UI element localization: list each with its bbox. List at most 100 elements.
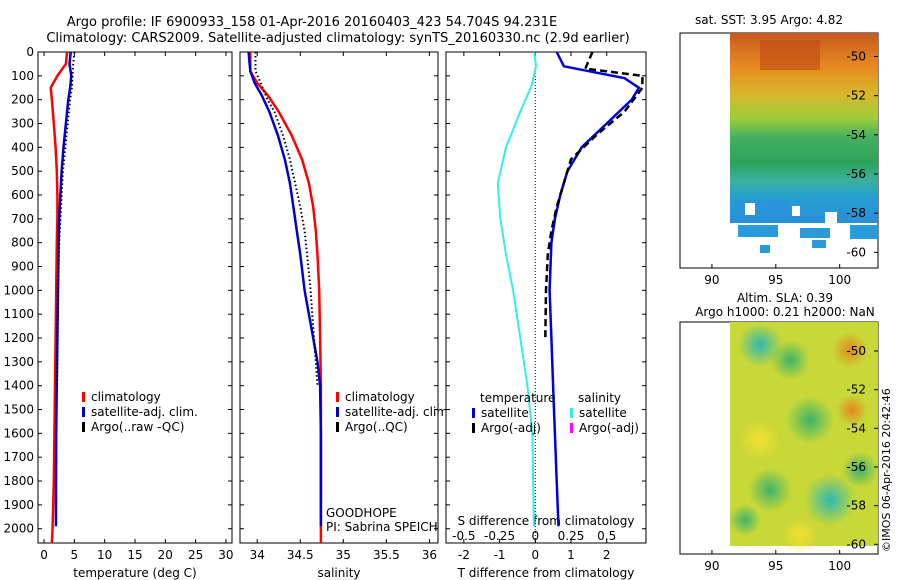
sst-edge-patch	[850, 225, 878, 239]
top-axis-label: S difference from climatology	[458, 514, 635, 528]
x-tick-label: 1	[567, 548, 575, 562]
legend-label: climatology	[345, 390, 415, 404]
legend-group-title: salinity	[578, 391, 621, 405]
legend-swatch	[336, 392, 339, 402]
x-tick-label: 34	[250, 548, 265, 562]
y-tick-label: 200	[11, 93, 34, 107]
legend-label: Argo(..raw -QC)	[91, 420, 184, 434]
sst-warm-patch	[760, 40, 820, 70]
map-x-tick-label: 100	[828, 273, 851, 287]
top-tick-label: 0	[531, 529, 539, 543]
x-tick-label: 10	[97, 548, 112, 562]
y-tick-label: 1700	[3, 450, 34, 464]
legend-label: satellite	[481, 406, 529, 420]
legend-label: Argo(-adj)	[579, 421, 639, 435]
top-tick-label: 0.25	[558, 529, 585, 543]
sst-edge-patch	[760, 245, 770, 253]
top-tick-label: 0.5	[597, 529, 616, 543]
y-tick-label: 400	[11, 140, 34, 154]
x-tick-label: 35	[336, 548, 351, 562]
sst-cold-patch	[735, 200, 790, 218]
y-tick-label: 100	[11, 69, 34, 83]
series-line	[544, 51, 644, 339]
series-line	[254, 52, 319, 386]
sst-edge-patch	[800, 228, 830, 238]
sst-gap-patch	[745, 203, 755, 215]
legend-label: satellite-adj. clim.	[345, 405, 452, 419]
legend-swatch	[570, 423, 573, 433]
sst-gap-patch	[792, 206, 800, 216]
map-x-tick-label: 95	[768, 273, 783, 287]
sst-edge-patch	[738, 225, 778, 237]
x-tick-label: 34.5	[287, 548, 314, 562]
x-tick-label: -1	[494, 548, 506, 562]
map-y-tick-label: -50	[846, 50, 866, 64]
map-y-tick-label: -60	[846, 537, 866, 551]
y-tick-label: 1300	[3, 355, 34, 369]
temperature-panel: 0 5 10 15 20 25 300100200300400500600700800900…	[3, 45, 233, 580]
sla-blob	[832, 332, 868, 368]
sst-edge-patch	[812, 240, 826, 248]
legend-swatch	[472, 408, 475, 418]
y-tick-label: 2000	[3, 522, 34, 536]
map-y-tick-label: -58	[846, 499, 866, 513]
legend-swatch	[336, 407, 339, 417]
y-tick-label: 1400	[3, 379, 34, 393]
x-tick-label: 2	[603, 548, 611, 562]
y-tick-label: 1600	[3, 426, 34, 440]
map-x-tick-label: 90	[704, 559, 719, 573]
sla-blob	[782, 517, 818, 553]
panel-annotation: GOODHOPE	[326, 506, 397, 520]
legend-swatch	[82, 392, 85, 402]
y-tick-label: 1000	[3, 283, 34, 297]
legend-group-title: temperature	[480, 391, 555, 405]
sla-blob	[842, 452, 878, 488]
y-tick-label: 300	[11, 117, 34, 131]
title-line-1: Argo profile: IF 6900933_158 01-Apr-2016…	[67, 15, 557, 30]
map-y-tick-label: -54	[846, 421, 866, 435]
x-tick-label: 25	[188, 548, 203, 562]
map-x-tick-label: 100	[828, 559, 851, 573]
map-x-tick-label: 90	[704, 273, 719, 287]
x-tick-label: 5	[71, 548, 79, 562]
x-tick-label: -2	[458, 548, 470, 562]
panel-annotation: PI: Sabrina SPEICH	[326, 520, 438, 534]
plot-frame	[37, 51, 233, 544]
top-tick-label: -0.5	[452, 529, 475, 543]
sla-map-subtitle: Argo h1000: 0.21 h2000: NaN	[695, 305, 875, 319]
series-line	[247, 51, 323, 527]
sst-gap-patch	[825, 212, 837, 224]
sla-blob	[729, 504, 761, 536]
legend-swatch	[570, 408, 573, 418]
x-tick-label: 20	[158, 548, 173, 562]
y-tick-label: 600	[11, 188, 34, 202]
x-tick-label: 0	[531, 548, 539, 562]
map-y-tick-label: -52	[846, 383, 866, 397]
top-tick-label: -0.25	[484, 529, 515, 543]
x-axis-label: T difference from climatology	[457, 566, 635, 580]
map-y-tick-label: -58	[846, 206, 866, 220]
map-y-tick-label: -56	[846, 460, 866, 474]
map-y-tick-label: -60	[846, 245, 866, 259]
x-tick-label: 30	[218, 548, 233, 562]
series-line	[49, 51, 69, 544]
x-tick-label: 35.5	[373, 548, 400, 562]
legend-swatch	[82, 422, 85, 432]
y-tick-label: 900	[11, 260, 34, 274]
x-axis-label: temperature (deg C)	[73, 566, 196, 580]
imos-watermark: ©IMOS 06-Apr-2016 20:42:46	[880, 388, 893, 552]
map-x-tick-label: 95	[768, 559, 783, 573]
x-tick-label: 0	[40, 548, 48, 562]
legend-label: satellite-adj. clim.	[91, 405, 198, 419]
sla-map-title: Altim. SLA: 0.39	[737, 291, 833, 305]
legend-label: satellite	[579, 406, 627, 420]
salinity-panel: 34 34.5 35 35.5 36 salinity climatologysatelli…	[239, 51, 452, 580]
sla-blob	[836, 394, 868, 426]
y-tick-label: 1200	[3, 331, 34, 345]
title-line-2: Climatology: CARS2009. Satellite-adjuste…	[46, 31, 629, 46]
map-y-tick-label: -50	[846, 344, 866, 358]
legend-swatch	[336, 422, 339, 432]
sst-map-title: sat. SST: 3.95 Argo: 4.82	[695, 13, 843, 27]
sla-blob	[740, 420, 780, 460]
sla-blob	[786, 396, 834, 444]
